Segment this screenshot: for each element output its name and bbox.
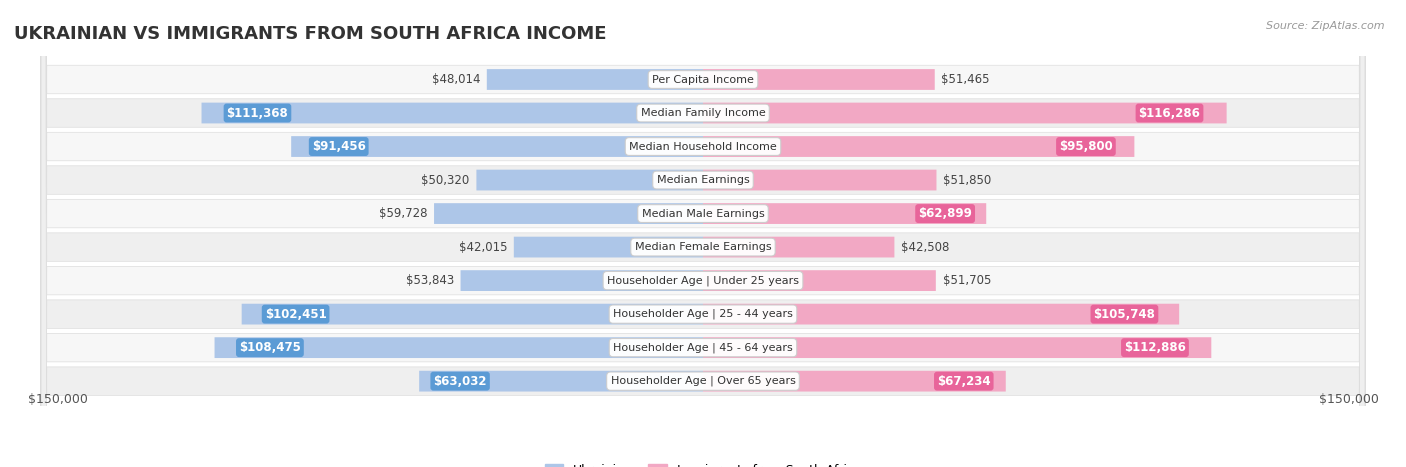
Legend: Ukrainian, Immigrants from South Africa: Ukrainian, Immigrants from South Africa [544,464,862,467]
FancyBboxPatch shape [215,337,703,358]
Text: Householder Age | 25 - 44 years: Householder Age | 25 - 44 years [613,309,793,319]
FancyBboxPatch shape [703,203,986,224]
FancyBboxPatch shape [703,170,936,191]
FancyBboxPatch shape [41,0,1365,467]
FancyBboxPatch shape [703,270,936,291]
Text: $67,234: $67,234 [936,375,991,388]
FancyBboxPatch shape [703,371,1005,391]
Text: $102,451: $102,451 [264,308,326,321]
FancyBboxPatch shape [41,0,1365,467]
Text: $108,475: $108,475 [239,341,301,354]
Text: $63,032: $63,032 [433,375,486,388]
Text: $42,508: $42,508 [901,241,949,254]
Text: Median Female Earnings: Median Female Earnings [634,242,772,252]
FancyBboxPatch shape [242,304,703,325]
Text: UKRAINIAN VS IMMIGRANTS FROM SOUTH AFRICA INCOME: UKRAINIAN VS IMMIGRANTS FROM SOUTH AFRIC… [14,25,606,43]
FancyBboxPatch shape [434,203,703,224]
FancyBboxPatch shape [703,304,1180,325]
Text: Median Male Earnings: Median Male Earnings [641,209,765,219]
Text: $112,886: $112,886 [1123,341,1185,354]
Text: $51,705: $51,705 [942,274,991,287]
Text: $62,899: $62,899 [918,207,972,220]
Text: $150,000: $150,000 [28,393,87,406]
Text: $51,465: $51,465 [942,73,990,86]
Text: Householder Age | Over 65 years: Householder Age | Over 65 years [610,376,796,386]
FancyBboxPatch shape [703,103,1226,123]
Text: $150,000: $150,000 [1319,393,1378,406]
FancyBboxPatch shape [41,0,1365,467]
FancyBboxPatch shape [703,237,894,257]
Text: $50,320: $50,320 [422,174,470,186]
FancyBboxPatch shape [703,136,1135,157]
FancyBboxPatch shape [41,0,1365,467]
Text: Median Family Income: Median Family Income [641,108,765,118]
Text: Median Household Income: Median Household Income [628,142,778,151]
FancyBboxPatch shape [513,237,703,257]
Text: Source: ZipAtlas.com: Source: ZipAtlas.com [1267,21,1385,31]
Text: $111,368: $111,368 [226,106,288,120]
FancyBboxPatch shape [41,0,1365,467]
FancyBboxPatch shape [477,170,703,191]
Text: $42,015: $42,015 [458,241,508,254]
FancyBboxPatch shape [201,103,703,123]
Text: Householder Age | Under 25 years: Householder Age | Under 25 years [607,276,799,286]
Text: Per Capita Income: Per Capita Income [652,75,754,85]
Text: $95,800: $95,800 [1059,140,1112,153]
FancyBboxPatch shape [41,0,1365,467]
Text: $59,728: $59,728 [378,207,427,220]
Text: $105,748: $105,748 [1094,308,1156,321]
FancyBboxPatch shape [41,0,1365,467]
FancyBboxPatch shape [41,0,1365,467]
FancyBboxPatch shape [703,337,1212,358]
Text: Householder Age | 45 - 64 years: Householder Age | 45 - 64 years [613,342,793,353]
FancyBboxPatch shape [486,69,703,90]
FancyBboxPatch shape [461,270,703,291]
Text: $48,014: $48,014 [432,73,479,86]
FancyBboxPatch shape [41,0,1365,467]
FancyBboxPatch shape [419,371,703,391]
FancyBboxPatch shape [703,69,935,90]
Text: Median Earnings: Median Earnings [657,175,749,185]
Text: $91,456: $91,456 [312,140,366,153]
Text: $51,850: $51,850 [943,174,991,186]
FancyBboxPatch shape [41,0,1365,467]
Text: $116,286: $116,286 [1139,106,1201,120]
FancyBboxPatch shape [291,136,703,157]
Text: $53,843: $53,843 [405,274,454,287]
